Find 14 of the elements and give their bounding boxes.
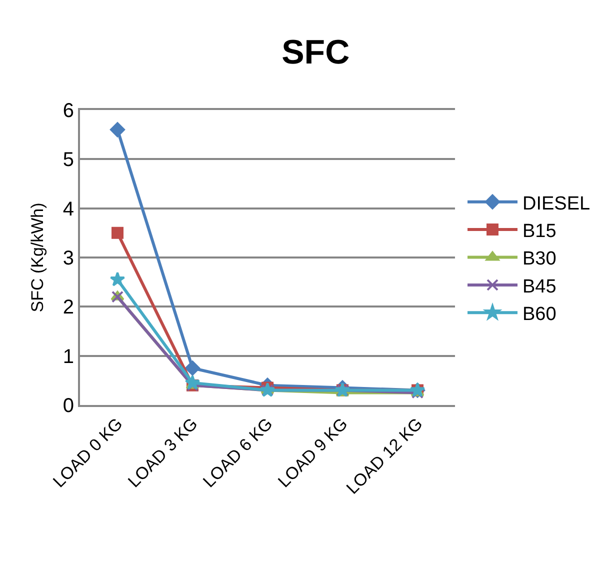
y-tick-label: 4	[62, 198, 74, 220]
legend-label: B60	[522, 304, 556, 326]
y-tick-label: 3	[62, 248, 74, 270]
chart-title: SFC	[282, 34, 350, 72]
y-tick-label: 2	[62, 296, 74, 319]
legend-label: B45	[522, 276, 556, 298]
y-tick-label: 1	[62, 346, 74, 368]
y-tick-label: 5	[62, 149, 74, 172]
legend-label: DIESEL	[522, 193, 590, 214]
y-tick-label: 0	[62, 395, 74, 417]
y-tick-label: 6	[62, 100, 74, 122]
legend-label: B30	[522, 248, 556, 270]
legend-label: B15	[522, 220, 556, 242]
y-axis-title: SFC (Kg/kWh)	[28, 202, 47, 312]
